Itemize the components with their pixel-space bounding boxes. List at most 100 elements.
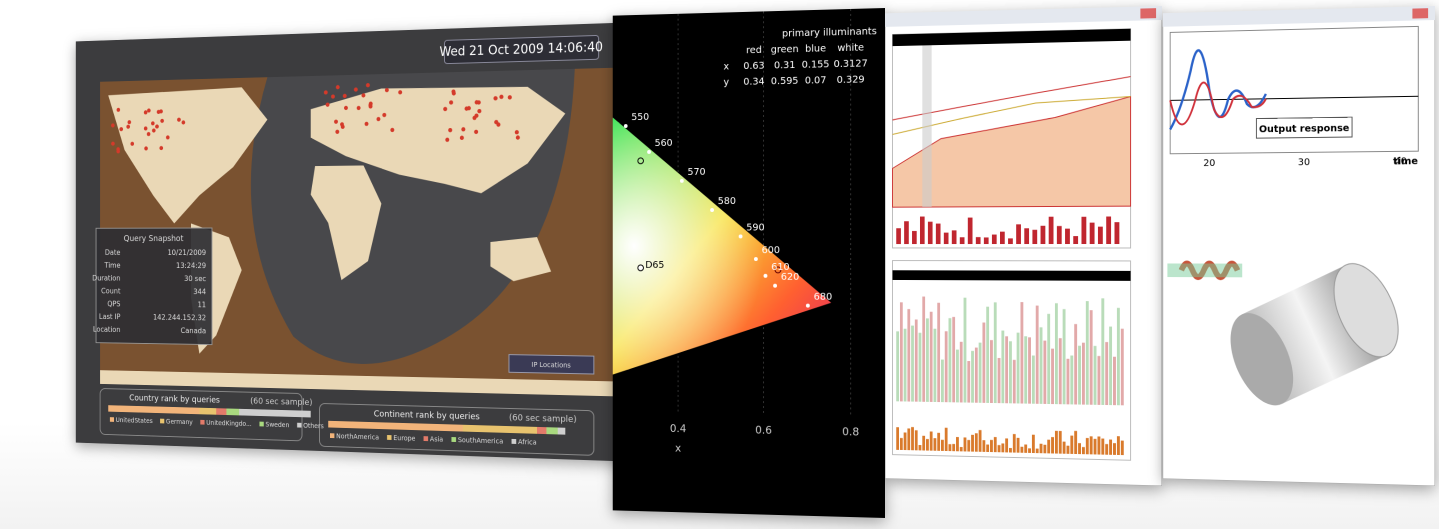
x-tick-label: 0.4 bbox=[670, 422, 687, 435]
price-bar bbox=[1116, 307, 1120, 406]
simulation-window: Output response 20 30 40 time bbox=[1163, 6, 1435, 486]
volume-bar bbox=[933, 438, 937, 451]
volume-bar bbox=[1028, 448, 1031, 453]
wavelength-label: 680 bbox=[814, 292, 833, 303]
volume-bar bbox=[1043, 444, 1047, 454]
volume-bar bbox=[951, 230, 957, 245]
cell: 0.329 bbox=[837, 74, 865, 86]
rank-segment bbox=[537, 426, 547, 435]
wavelength-dot bbox=[753, 257, 758, 262]
price-bar bbox=[1020, 302, 1024, 404]
rank-segment bbox=[546, 427, 558, 435]
price-bar bbox=[1016, 332, 1020, 404]
volume-bar bbox=[1093, 438, 1097, 455]
price-bar bbox=[1109, 326, 1113, 406]
volume-bar bbox=[1056, 226, 1062, 245]
row-value: 10/21/2009 bbox=[168, 248, 207, 257]
price-bar bbox=[1051, 348, 1054, 405]
volume-bar bbox=[904, 221, 909, 245]
legend-swatch bbox=[387, 435, 392, 440]
volume-bar bbox=[1040, 225, 1046, 245]
price-bar bbox=[974, 347, 978, 403]
volume-bar bbox=[1073, 236, 1079, 245]
volume-bar bbox=[1035, 448, 1039, 454]
volume-bar bbox=[896, 228, 901, 245]
row-label: Date bbox=[105, 248, 121, 257]
volume-bar bbox=[948, 444, 952, 452]
volume-bar bbox=[1081, 216, 1087, 245]
legend-swatch bbox=[109, 417, 114, 422]
volume-bar bbox=[929, 431, 933, 451]
price-bar bbox=[1113, 356, 1116, 406]
volume-bar bbox=[1024, 228, 1030, 245]
row-value: 142.244.152.32 bbox=[153, 313, 206, 323]
clock: Wed 21 Oct 2009 14:06:40 bbox=[439, 40, 602, 60]
volume-bar bbox=[911, 427, 914, 451]
price-bar bbox=[1089, 310, 1093, 405]
cell: 0.595 bbox=[771, 76, 799, 88]
snapshot-title: Query Snapshot bbox=[124, 233, 184, 243]
volume-bar bbox=[918, 445, 922, 451]
price-bar bbox=[929, 311, 933, 402]
volume-bar bbox=[944, 427, 948, 452]
volume-bar bbox=[1005, 438, 1009, 453]
volume-bar bbox=[903, 432, 907, 451]
table-title: primary illuminants bbox=[782, 26, 877, 40]
price-bar bbox=[1028, 337, 1031, 404]
row-value: 344 bbox=[193, 287, 206, 296]
legend-item: UnitedKingdo... bbox=[206, 419, 252, 428]
volume-bar bbox=[914, 430, 918, 451]
volume-bar bbox=[1078, 443, 1081, 455]
wavelength-dot bbox=[805, 303, 810, 308]
volume-bar bbox=[912, 230, 917, 245]
x-tick-label: 40 bbox=[1394, 156, 1406, 167]
price-bar bbox=[1078, 345, 1081, 405]
volume-bar bbox=[1081, 447, 1085, 455]
volume-bar bbox=[952, 443, 956, 452]
volume-bar bbox=[1009, 447, 1012, 453]
rank-segment bbox=[199, 407, 217, 415]
volume-bar bbox=[1016, 437, 1020, 453]
row-label: Count bbox=[101, 286, 120, 295]
price-bar bbox=[1031, 355, 1035, 404]
price-bar bbox=[1101, 298, 1105, 405]
volume-bar bbox=[1048, 216, 1054, 245]
volume-bar bbox=[959, 237, 965, 245]
volume-bar bbox=[1012, 434, 1016, 453]
column-header: green bbox=[771, 44, 799, 56]
rank-title: Continent rank by queries bbox=[374, 408, 480, 421]
row-value: 13:24:29 bbox=[176, 261, 206, 270]
volume-bar bbox=[978, 430, 982, 452]
cell: 0.34 bbox=[743, 76, 764, 88]
price-bar bbox=[1047, 313, 1051, 405]
wavelength-dot bbox=[763, 273, 768, 278]
x-tick-label: 20 bbox=[1203, 158, 1215, 169]
price-bar bbox=[1039, 327, 1043, 404]
price-bar bbox=[911, 325, 914, 402]
volume-bar bbox=[971, 434, 974, 452]
x-axis-label: time bbox=[1393, 156, 1418, 167]
legend-item: Asia bbox=[430, 435, 443, 444]
rank-segment bbox=[557, 427, 566, 435]
volume-bar bbox=[943, 232, 949, 245]
price-bar bbox=[1005, 336, 1009, 404]
rank-note: (60 sec sample) bbox=[509, 412, 577, 424]
price-bar bbox=[907, 309, 911, 402]
price-bar bbox=[1097, 355, 1101, 405]
plot-legend: Output response bbox=[1259, 123, 1350, 135]
volume-bar bbox=[974, 433, 978, 452]
x-tick-label: 30 bbox=[1298, 157, 1310, 168]
price-bar bbox=[971, 350, 974, 403]
row-value: Canada bbox=[181, 326, 207, 335]
x-axis-label: x bbox=[675, 442, 682, 455]
volume-bar bbox=[1116, 436, 1120, 456]
legend-item: SouthAmerica bbox=[458, 436, 503, 446]
price-bar bbox=[933, 328, 937, 403]
map-dashboard: Wed 21 Oct 2009 14:06:40 Query Snapshot … bbox=[75, 22, 643, 462]
volume-bar bbox=[1047, 439, 1051, 454]
price-bar bbox=[1081, 342, 1085, 405]
volume-bar bbox=[927, 221, 933, 245]
volume-bar bbox=[983, 237, 989, 245]
